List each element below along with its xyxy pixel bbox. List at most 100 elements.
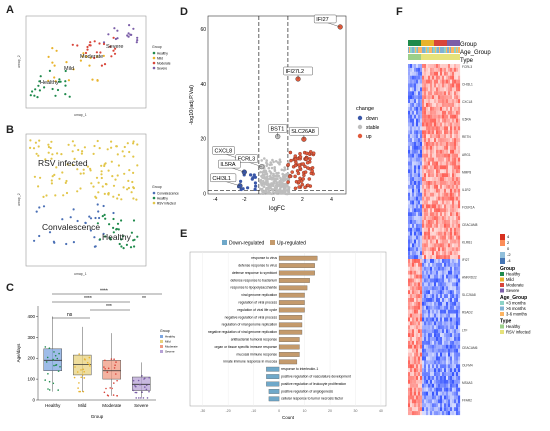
heatmap-annot-group-cell: [414, 40, 415, 46]
heatmap-gene-label: FFAR2: [462, 398, 472, 402]
volcano-point-down: [239, 179, 243, 183]
volcano-point-up: [301, 177, 305, 181]
heatmap-cell: [446, 204, 449, 209]
sig-healthy-moderate: ****: [84, 296, 92, 302]
heatmap-cell: [414, 87, 417, 92]
heatmap-cell: [426, 177, 429, 182]
heatmap-cell: [424, 278, 427, 283]
umap-b-point: [118, 242, 121, 246]
heatmap-cell: [446, 243, 449, 248]
heatmap-cell: [442, 376, 445, 380]
go-term-label: viral genome replication: [241, 293, 277, 297]
heatmap-cell: [422, 313, 425, 318]
box-point: [144, 386, 146, 388]
heatmap-cell: [454, 153, 457, 158]
heatmap-cell: [458, 169, 461, 174]
umap-b-point: [121, 150, 124, 153]
heatmap-gene-label: CEACAM8: [462, 223, 478, 227]
heatmap-cell: [438, 344, 441, 349]
volcano-point-stable: [287, 186, 290, 190]
heatmap-cell: [428, 352, 431, 357]
heatmap-cell: [432, 407, 435, 412]
heatmap-cell: [408, 208, 411, 213]
heatmap-cell: [428, 83, 431, 88]
volcano-label-box: [218, 159, 241, 169]
heatmap-cell: [434, 239, 437, 244]
heatmap-cell: [420, 340, 423, 345]
heatmap-cell: [458, 99, 461, 104]
heatmap-cell: [436, 309, 439, 314]
heatmap-cell: [452, 368, 455, 373]
heatmap-cell: [432, 325, 435, 330]
heatmap-annot-group-label: Group: [460, 42, 477, 48]
heatmap-cell: [434, 75, 437, 80]
box-point: [52, 358, 54, 361]
heatmap-cell: [444, 173, 447, 178]
heatmap-cell: [456, 212, 459, 217]
heatmap-cell: [450, 223, 453, 228]
heatmap-cell: [448, 106, 451, 111]
heatmap-cell: [444, 368, 447, 373]
heatmap-cell: [448, 313, 451, 318]
heatmap-cell: [446, 376, 449, 380]
heatmap-cell: [416, 262, 419, 267]
heatmap-cell: [444, 227, 447, 232]
heatmap-cell: [430, 103, 433, 107]
heatmap-cell: [414, 383, 417, 388]
heatmap-cell: [410, 169, 413, 174]
heatmap-cell: [422, 188, 425, 193]
heatmap-cell: [434, 325, 437, 330]
heatmap-cell: [420, 348, 423, 353]
heatmap-cell: [430, 364, 433, 369]
heatmap-annot-age-cell: [435, 47, 436, 53]
heatmap-cell: [452, 290, 455, 295]
heatmap-cell: [448, 192, 451, 197]
legend-dot-mild: [152, 56, 156, 60]
volcano-point-up: [303, 164, 307, 169]
heatmap-cell: [450, 352, 453, 357]
panel-letter-f: F: [396, 6, 403, 18]
heatmap-cell: [418, 243, 421, 248]
heatmap-cell: [448, 395, 451, 400]
umap-b-point: [116, 153, 119, 156]
heatmap-cell: [454, 181, 457, 185]
heatmap-cell: [430, 301, 433, 306]
umap-a-point: [114, 47, 117, 50]
heatmap-cell: [446, 114, 449, 119]
go-bar: [278, 322, 303, 328]
heatmap-cell: [414, 67, 417, 72]
heatmap-gene-label: RSAD2: [462, 311, 473, 315]
heatmap-cell: [458, 294, 461, 299]
heatmap-cell: [424, 181, 427, 185]
heatmap-cell: [458, 278, 461, 283]
heatmap-annot-age-cell: [410, 47, 411, 53]
go-xtick-label: 40: [379, 409, 383, 413]
umap-b-point: [50, 140, 53, 143]
heatmap-cell: [438, 83, 441, 88]
heatmap-cell: [428, 165, 431, 170]
heatmap-cell: [426, 188, 429, 193]
heatmap-cell: [408, 227, 411, 232]
heatmap-cell: [410, 118, 413, 123]
heatmap-cell: [424, 173, 427, 178]
volcano-point-stable: [277, 171, 280, 175]
heatmap-cell: [446, 79, 449, 84]
boxplot-xtick-label: Severe: [134, 403, 149, 408]
volcano-point-stable: [263, 157, 266, 160]
heatmap-cell: [458, 196, 461, 201]
heatmap-cell: [450, 333, 453, 338]
heatmap-cell: [440, 79, 443, 84]
heatmap-cell: [412, 321, 415, 326]
box-point: [142, 397, 145, 399]
heatmap-cell: [412, 395, 415, 400]
heatmap-cell: [426, 309, 429, 314]
heatmap-cell: [450, 110, 453, 115]
heatmap-cell: [412, 173, 415, 178]
box-point: [44, 379, 46, 381]
heatmap-cell: [410, 64, 413, 68]
heatmap-gene-label: KLRB1: [462, 241, 472, 245]
umap-a-point: [112, 49, 115, 52]
heatmap-cell: [416, 220, 419, 224]
heatmap-cell: [456, 317, 459, 322]
heatmap-cell: [442, 79, 445, 84]
